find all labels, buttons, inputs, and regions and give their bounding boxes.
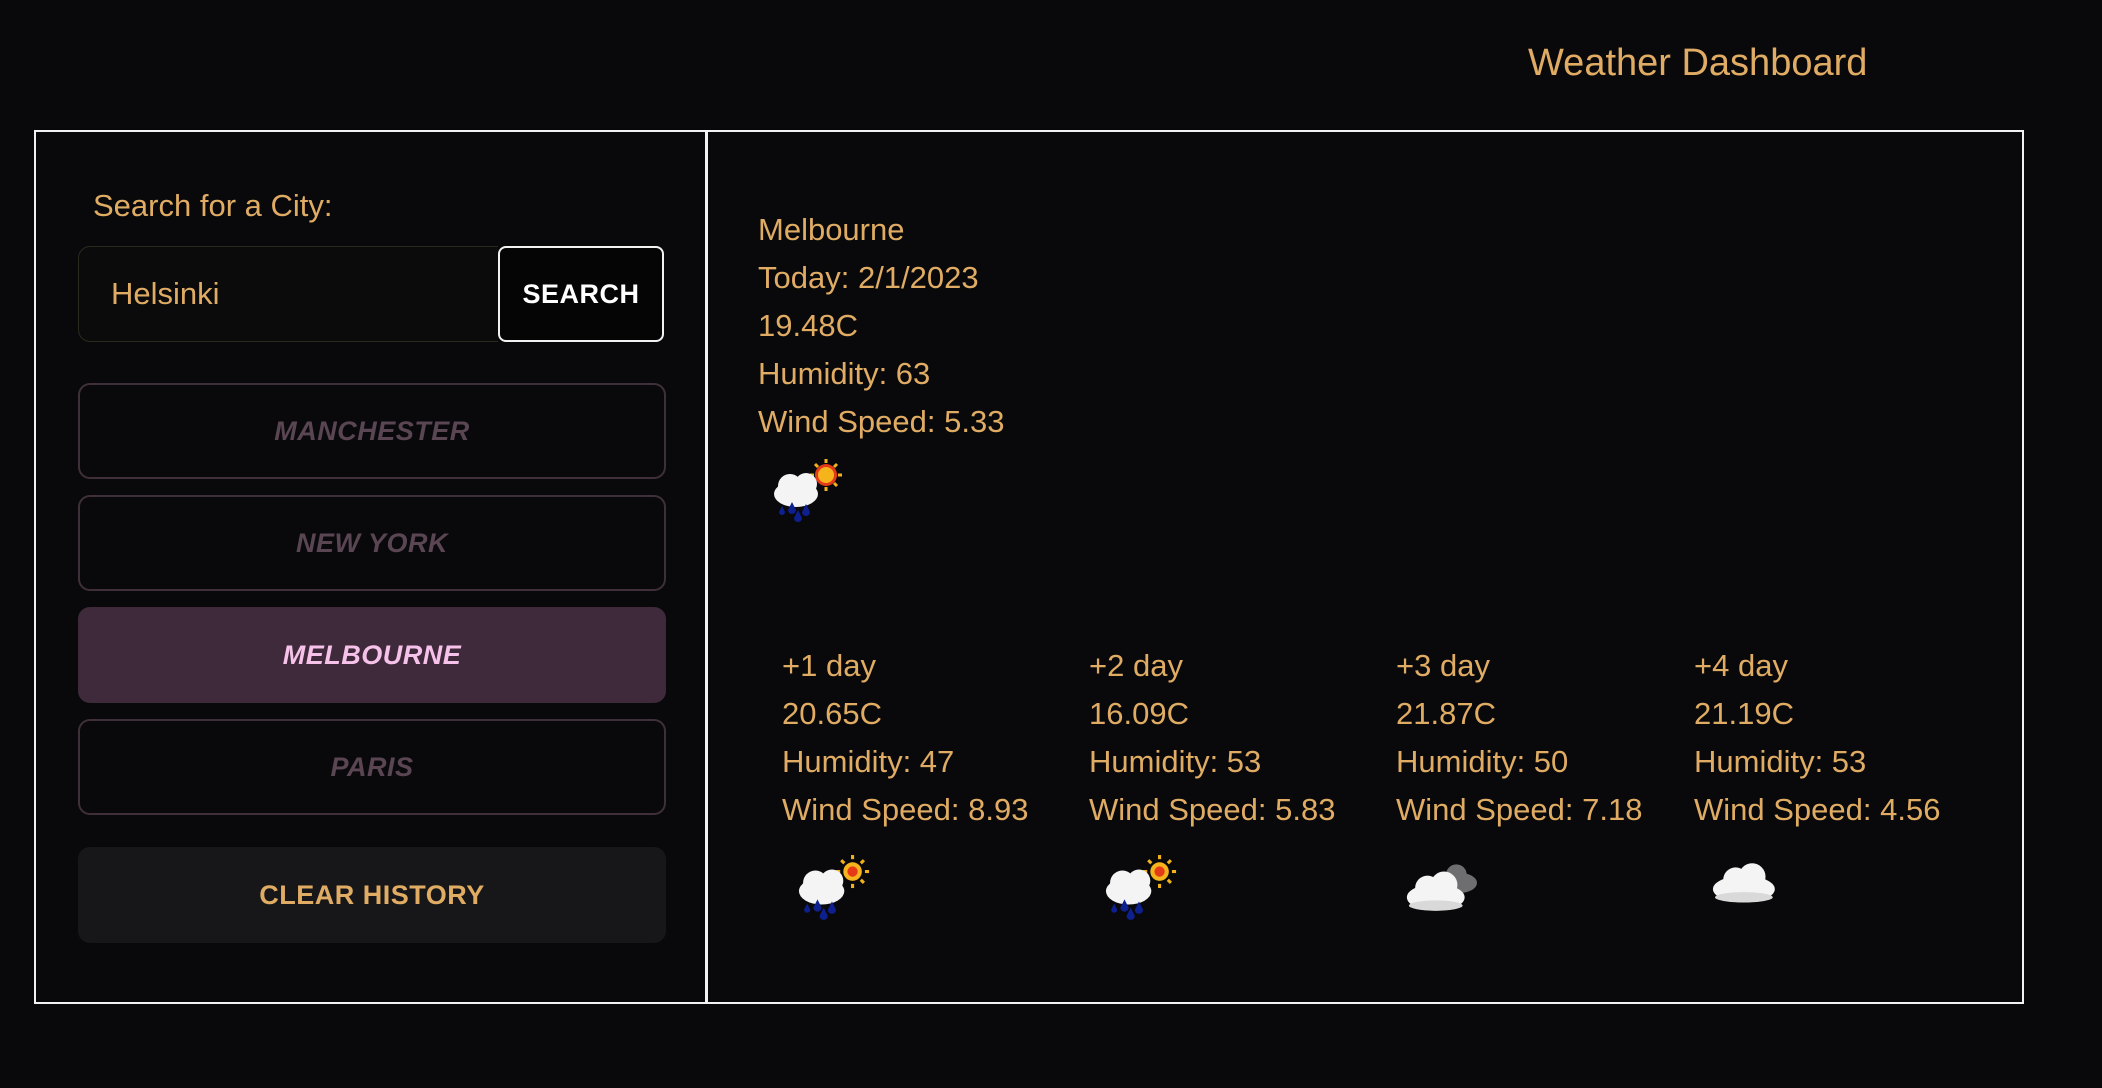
history-button-melbourne[interactable]: MELBOURNE [78,607,666,703]
forecast-day: +1 day [782,648,876,683]
current-wind: Wind Speed: 5.33 [758,404,1005,439]
forecast-humidity: Humidity: 53 [1694,744,1867,779]
search-button[interactable]: SEARCH [498,246,664,342]
history-button-manchester[interactable]: MANCHESTER [78,383,666,479]
forecast-day: +3 day [1396,648,1490,683]
sidebar: Search for a City: SEARCH MANCHESTER NEW… [36,132,708,1002]
forecast-card: +1 day 20.65C Humidity: 47 Wind Speed: 8… [782,642,1028,834]
forecast-card: +4 day 21.19C Humidity: 53 Wind Speed: 4… [1694,642,1940,834]
forecast-day: +2 day [1089,648,1183,683]
forecast-temp: 21.87C [1396,696,1496,731]
forecast-humidity: Humidity: 47 [782,744,955,779]
search-row: SEARCH [78,246,666,342]
forecast-card: +3 day 21.87C Humidity: 50 Wind Speed: 7… [1396,642,1642,834]
forecast-humidity: Humidity: 50 [1396,744,1569,779]
forecast-day: +4 day [1694,648,1788,683]
forecast-card: +2 day 16.09C Humidity: 53 Wind Speed: 5… [1089,642,1335,834]
forecast-temp: 16.09C [1089,696,1189,731]
forecast-temp: 21.19C [1694,696,1794,731]
forecast-wind: Wind Speed: 4.56 [1694,792,1941,827]
main-frame: Search for a City: SEARCH MANCHESTER NEW… [34,130,2024,1004]
forecast-temp: 20.65C [782,696,882,731]
page-title: Weather Dashboard [1528,42,1868,84]
rain-sun-icon [792,854,876,920]
search-label: Search for a City: [93,188,333,223]
forecast-wind: Wind Speed: 7.18 [1396,792,1643,827]
current-date: Today: 2/1/2023 [758,260,979,295]
clear-history-button[interactable]: CLEAR HISTORY [78,847,666,943]
current-temp: 19.48C [758,308,858,343]
forecast-wind: Wind Speed: 5.83 [1089,792,1336,827]
rain-sun-icon [1099,854,1183,920]
forecast-wind: Wind Speed: 8.93 [782,792,1029,827]
current-city: Melbourne [758,212,905,247]
history-button-new-york[interactable]: NEW YORK [78,495,666,591]
rain-sun-icon [768,458,848,522]
forecast-humidity: Humidity: 53 [1089,744,1262,779]
history-button-paris[interactable]: PARIS [78,719,666,815]
current-humidity: Humidity: 63 [758,356,931,391]
broken-clouds-icon [1402,854,1486,920]
weather-content: Melbourne Today: 2/1/2023 19.48C Humidit… [708,132,2022,1002]
cloud-icon [1706,854,1790,920]
search-input[interactable] [78,246,498,342]
current-weather: Melbourne Today: 2/1/2023 19.48C Humidit… [758,206,1004,446]
